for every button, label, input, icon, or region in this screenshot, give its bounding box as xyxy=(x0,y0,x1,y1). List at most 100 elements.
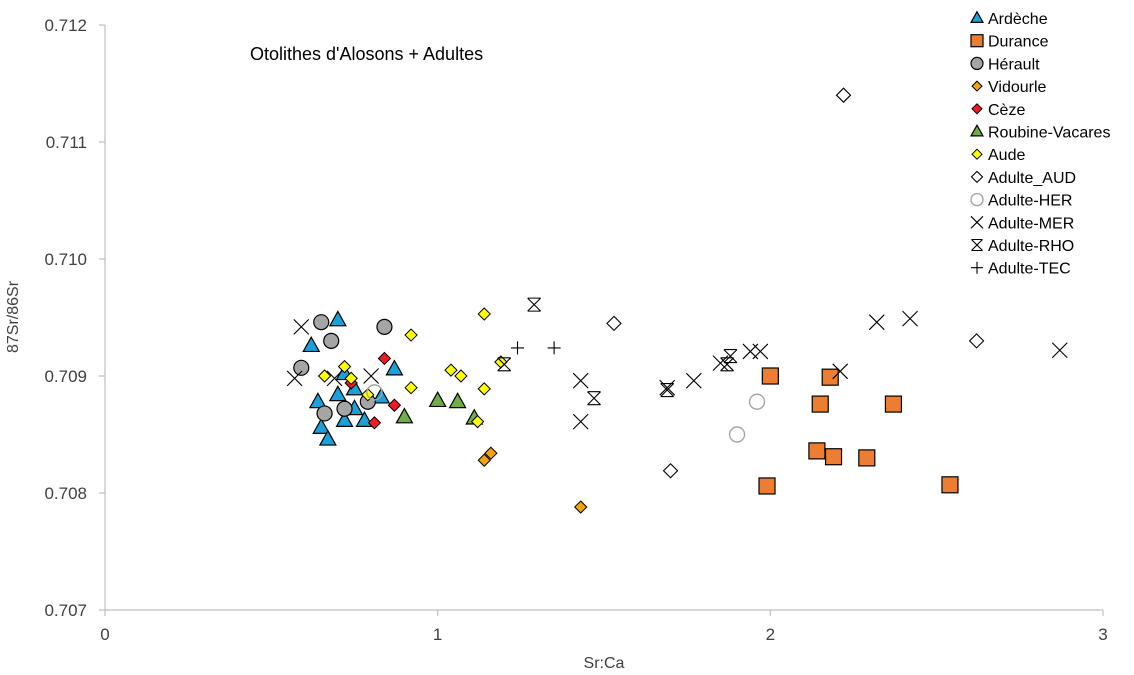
data-point xyxy=(728,426,746,443)
data-point xyxy=(824,448,843,466)
legend-label: Aude xyxy=(988,147,1025,164)
data-point xyxy=(968,333,985,349)
axis-tick-labels: 0 1 2 3 0.707 0.708 0.709 0.710 0.711 0.712 xyxy=(44,16,1107,644)
legend-item: Adulte_AUD xyxy=(970,170,1076,187)
legend-marker xyxy=(971,148,983,160)
legend-label: Adulte-TEC xyxy=(988,261,1071,278)
data-point xyxy=(395,407,414,424)
data-point xyxy=(723,349,738,364)
data-point xyxy=(587,391,601,406)
data-point xyxy=(606,315,622,332)
data-point xyxy=(344,371,358,386)
y-tick-label: 0.712 xyxy=(44,16,87,35)
data-point xyxy=(308,392,327,409)
data-point xyxy=(428,390,447,408)
data-point xyxy=(574,500,588,514)
legend-item: Adulte-HER xyxy=(970,192,1072,210)
legend-label: Adulte-HER xyxy=(988,193,1072,210)
y-axis-title: 87Sr/86Sr xyxy=(5,280,22,353)
axis-ticks xyxy=(99,24,1104,616)
legend-marker xyxy=(970,56,984,71)
legend-label: Vidourle xyxy=(988,79,1047,96)
data-point xyxy=(454,369,468,383)
data-point xyxy=(811,395,829,413)
data-point xyxy=(470,414,485,429)
data-point xyxy=(363,368,380,384)
data-point xyxy=(323,332,340,349)
data-point xyxy=(367,416,382,430)
legend-item: Adulte-MER xyxy=(970,215,1074,232)
legend-marker xyxy=(969,123,985,137)
data-point xyxy=(477,307,491,321)
data-point xyxy=(448,392,467,409)
legend-label: Adulte_AUD xyxy=(988,170,1076,187)
data-point xyxy=(404,380,418,395)
data-point xyxy=(376,318,393,335)
data-point xyxy=(444,363,458,377)
legend-item: Adulte-TEC xyxy=(971,261,1071,278)
data-point xyxy=(387,398,402,412)
legend-item: Roubine-Vacares xyxy=(969,123,1110,142)
data-point xyxy=(328,385,347,402)
chart-title: Otolithes d'Alosons + Adultes xyxy=(250,44,483,64)
data-point xyxy=(527,297,542,312)
x-tick-label: 0 xyxy=(100,625,109,644)
data-points xyxy=(286,87,1068,514)
data-point xyxy=(312,417,331,434)
legend-item: Durance xyxy=(970,34,1049,51)
series-roubine-vacares xyxy=(395,390,484,425)
legend-item: Cèze xyxy=(971,102,1025,119)
data-point xyxy=(720,357,734,372)
data-point xyxy=(808,442,826,460)
data-point xyxy=(832,363,849,380)
x-tick-label: 3 xyxy=(1098,625,1107,644)
legend-marker xyxy=(970,192,984,207)
legend-marker xyxy=(971,103,983,115)
data-point xyxy=(377,351,392,366)
legend-label: Adulte-MER xyxy=(988,215,1074,232)
series-aude xyxy=(317,307,508,429)
data-point xyxy=(511,341,525,355)
legend-label: Hérault xyxy=(988,56,1040,73)
series-adulte-rho xyxy=(497,297,738,406)
legend: Ardèche Durance Hérault Vidourle Cèze Roubine… xyxy=(969,10,1110,278)
series-adulte-tec xyxy=(511,341,561,355)
data-point xyxy=(484,446,498,460)
series-vidourle xyxy=(477,446,588,514)
data-point xyxy=(318,429,337,446)
y-tick-label: 0.707 xyxy=(44,601,87,620)
data-point xyxy=(293,359,310,376)
data-point xyxy=(858,449,876,467)
series-h-rault xyxy=(293,314,393,422)
data-point xyxy=(477,382,491,396)
series-ard-che xyxy=(302,310,404,446)
legend-marker xyxy=(971,238,983,252)
legend-item: Vidourle xyxy=(971,79,1047,96)
data-point xyxy=(328,310,347,327)
legend-label: Roubine-Vacares xyxy=(988,125,1110,142)
data-point xyxy=(477,453,491,467)
data-point xyxy=(572,413,589,430)
data-point xyxy=(761,367,779,385)
data-point xyxy=(317,369,332,383)
data-point xyxy=(326,370,343,387)
data-point xyxy=(335,410,354,427)
y-tick-label: 0.710 xyxy=(44,250,87,269)
data-point xyxy=(547,341,561,355)
data-point xyxy=(868,314,885,331)
data-point xyxy=(835,87,852,103)
series-c-ze xyxy=(344,351,402,430)
data-point xyxy=(336,400,353,417)
data-point xyxy=(685,372,702,389)
series-adulte-mer xyxy=(286,310,1068,430)
data-point xyxy=(302,335,321,353)
series-adulte-aud xyxy=(606,87,985,479)
series-adulte-her xyxy=(366,384,766,443)
data-point xyxy=(659,379,676,396)
data-point xyxy=(1051,342,1068,359)
data-point xyxy=(385,359,404,376)
data-point xyxy=(941,476,959,494)
data-point xyxy=(366,384,383,401)
data-point xyxy=(313,314,330,331)
